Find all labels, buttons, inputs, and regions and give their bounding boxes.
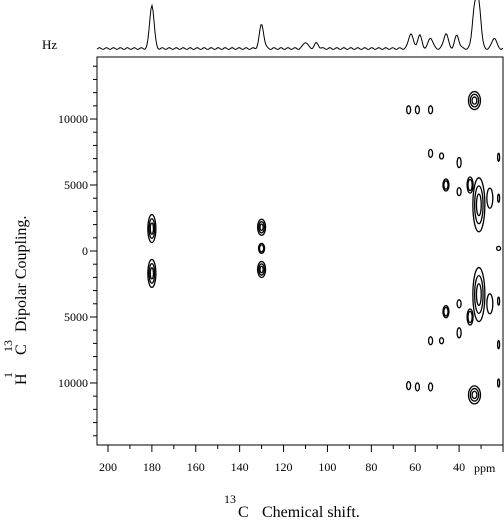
contour-peak bbox=[257, 242, 266, 255]
contour-peak bbox=[496, 296, 501, 306]
contour-peak bbox=[259, 265, 264, 274]
contour-peak bbox=[496, 378, 501, 388]
contour-peak bbox=[472, 266, 486, 323]
contour-peak bbox=[438, 152, 445, 160]
contour-peak bbox=[149, 222, 155, 235]
contour-peak bbox=[467, 178, 473, 192]
contour-peak bbox=[456, 186, 462, 197]
contour-peak bbox=[456, 299, 462, 309]
contour-peak bbox=[427, 105, 434, 115]
contour-peak bbox=[148, 218, 156, 240]
contour-peak bbox=[149, 267, 155, 280]
x-axis-label-text: Chemical shift. bbox=[262, 504, 360, 521]
contour-peak bbox=[438, 337, 445, 345]
projection-trace bbox=[96, 0, 504, 50]
x-axis-label-sup: 13 bbox=[224, 492, 236, 506]
y-axis-label-sup1: 1 bbox=[1, 372, 15, 378]
contour-peak bbox=[467, 310, 473, 324]
contour-peak bbox=[147, 213, 157, 244]
contour-peak bbox=[414, 105, 421, 115]
contour-peak bbox=[427, 336, 434, 346]
projection-unit-label: Hz bbox=[42, 37, 57, 52]
contour-peak bbox=[467, 90, 482, 111]
x-tick-label: 40 bbox=[453, 460, 465, 474]
y-tick-label: 10000 bbox=[58, 376, 88, 390]
contour-peak bbox=[466, 308, 474, 326]
y-tick-label: 10000 bbox=[58, 112, 88, 126]
x-tick-label: 180 bbox=[143, 460, 161, 474]
contour-peak bbox=[258, 220, 266, 234]
contour-peak bbox=[472, 177, 486, 233]
y-axis-label-element2: C bbox=[13, 344, 30, 355]
x-tick-label: 80 bbox=[365, 460, 377, 474]
contour-peak bbox=[256, 260, 267, 279]
plot-frame bbox=[96, 56, 504, 446]
contour-peak bbox=[496, 152, 501, 162]
contour-peak bbox=[405, 105, 412, 115]
contour-peak bbox=[469, 93, 480, 108]
contour-peak bbox=[466, 176, 474, 194]
contour-peak bbox=[258, 263, 266, 276]
y-axis-label-element1: H bbox=[13, 373, 30, 385]
y-axis-label-sup2: 13 bbox=[1, 340, 15, 352]
contour-peak bbox=[442, 178, 450, 192]
x-axis-unit: ppm bbox=[474, 461, 496, 475]
contour-peak bbox=[475, 193, 482, 217]
y-tick-label: 5000 bbox=[64, 310, 88, 324]
contour-peak bbox=[442, 305, 450, 319]
contour-peak bbox=[405, 380, 412, 391]
contour-peak bbox=[496, 340, 501, 350]
x-tick-label: 140 bbox=[231, 460, 249, 474]
contour-peak bbox=[471, 390, 478, 400]
contour-peak bbox=[256, 218, 267, 236]
contour-peak bbox=[456, 156, 462, 169]
y-axis-label-text: Dipolar Coupling. bbox=[13, 216, 30, 332]
y-tick-label: 5000 bbox=[64, 178, 88, 192]
contour-peak bbox=[427, 148, 434, 158]
contour-peak bbox=[495, 245, 502, 252]
contour-peak bbox=[147, 258, 157, 289]
contour-peak bbox=[486, 293, 494, 315]
contour-layer bbox=[147, 90, 502, 405]
contour-peak bbox=[443, 180, 449, 190]
x-tick-label: 200 bbox=[99, 460, 117, 474]
x-axis-ticks: 200 180 160 140 120 100 80 60 40 bbox=[99, 445, 504, 474]
contour-peak bbox=[258, 244, 265, 253]
x-tick-label: 100 bbox=[318, 460, 336, 474]
y-tick-label: 0 bbox=[82, 244, 88, 258]
contour-peak bbox=[474, 185, 484, 225]
contour-peak bbox=[148, 262, 156, 284]
contour-peak bbox=[456, 327, 462, 339]
contour-peak bbox=[475, 283, 482, 307]
x-axis-label-element: C bbox=[238, 504, 249, 521]
contour-peak bbox=[259, 223, 264, 232]
contour-peak bbox=[443, 306, 449, 317]
contour-peak bbox=[467, 385, 482, 405]
x-tick-label: 160 bbox=[187, 460, 205, 474]
contour-peak bbox=[471, 96, 478, 105]
contour-peak bbox=[474, 275, 484, 315]
y-axis-ticks: 10000 5000 0 5000 10000 bbox=[58, 65, 97, 437]
x-tick-label: 60 bbox=[409, 460, 421, 474]
contour-peak bbox=[414, 382, 421, 392]
contour-peak bbox=[486, 187, 494, 209]
x-tick-label: 120 bbox=[275, 460, 293, 474]
contour-peak bbox=[469, 387, 480, 402]
contour-peak bbox=[427, 382, 434, 392]
contour-peak bbox=[496, 193, 501, 203]
